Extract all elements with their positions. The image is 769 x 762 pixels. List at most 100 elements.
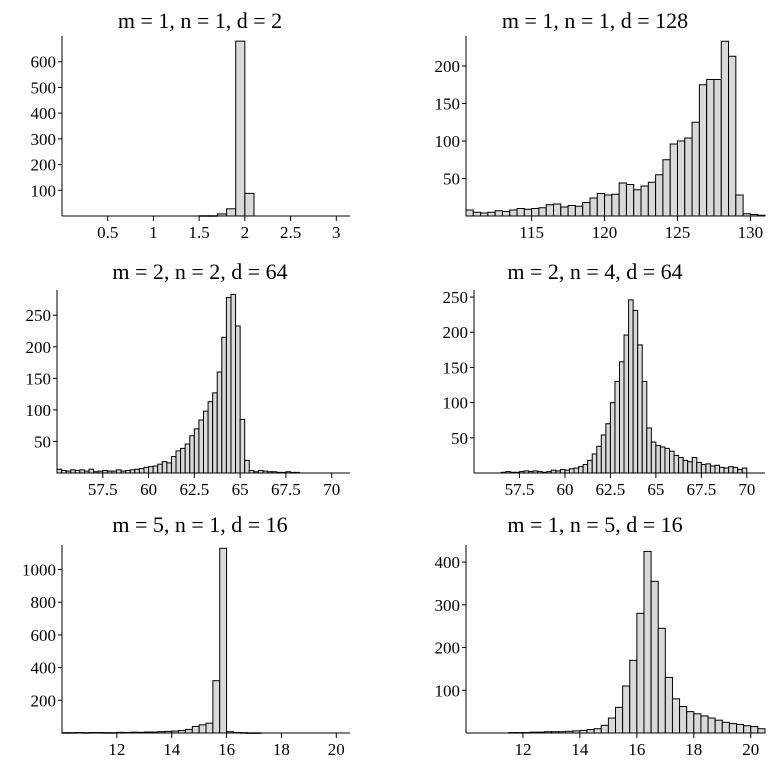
histogram-bar	[696, 461, 702, 474]
histogram-panel-2: m = 1, n = 1, d = 128 115 120 125 130 50 100 1…	[435, 8, 766, 242]
histogram-bar	[713, 79, 722, 217]
histogram-bar	[205, 722, 214, 734]
x-tick-label: 67.5	[271, 480, 301, 499]
histogram-bar	[684, 137, 693, 217]
histogram-bar	[184, 728, 193, 734]
x-tick-label: 18	[273, 740, 290, 759]
y-tick-label: 200	[26, 338, 52, 357]
x-tick-label: 115	[519, 223, 544, 242]
histogram-bar	[235, 40, 246, 217]
y-tick-label: 600	[31, 53, 57, 72]
x-tick-label: 0.5	[97, 223, 118, 242]
histogram-bar	[189, 435, 195, 474]
histogram-bar	[700, 715, 709, 734]
histogram-bar	[628, 299, 634, 474]
histogram-bar	[180, 447, 186, 474]
y-tick-label: 150	[435, 95, 461, 114]
histogram-bar	[735, 194, 744, 217]
histogram-panel-5: m = 5, n = 1, d = 16 12 14 16 18 20 200 400 600…	[22, 512, 350, 759]
histogram-bar	[582, 464, 589, 474]
x-tick-label: 67.5	[686, 480, 716, 499]
y-tick-label: 100	[31, 181, 57, 200]
histogram-bar	[679, 706, 688, 734]
x-tick-label: 125	[665, 223, 691, 242]
histogram-bar	[643, 550, 652, 734]
histogram-bar	[225, 297, 232, 474]
histogram-bar	[728, 723, 738, 734]
histogram-bar	[191, 725, 200, 734]
histogram-bar	[596, 445, 602, 474]
histogram-panel-1: m = 1, n = 1, d = 2 0.5 1 1.5 2 2.5 3 100 200 30…	[31, 8, 350, 242]
histogram-bar	[604, 194, 613, 217]
y-tick-label: 50	[443, 170, 460, 189]
histogram-bar	[709, 465, 716, 474]
histogram-bar	[750, 726, 759, 734]
histogram-bar	[244, 459, 250, 474]
y-tick-label: 400	[435, 553, 461, 572]
histogram-bar	[148, 466, 154, 474]
histogram-bar	[600, 724, 609, 734]
histogram-bar	[175, 450, 182, 474]
histogram-bar	[640, 185, 649, 217]
histogram-bar	[244, 192, 255, 217]
histogram-bar	[216, 371, 223, 474]
histogram-bar	[487, 211, 496, 217]
histogram-bar	[622, 685, 631, 734]
histogram-bar	[198, 724, 207, 734]
x-tick-label: 65	[647, 480, 664, 499]
histogram-bar	[161, 461, 168, 474]
histogram-bar	[193, 428, 200, 474]
y-tick-label: 150	[26, 369, 52, 388]
x-tick-label: 2	[241, 223, 250, 242]
y-tick-label: 200	[31, 691, 57, 710]
x-tick-label: 60	[556, 480, 573, 499]
histogram-bar	[650, 580, 659, 734]
histogram-bar	[235, 325, 241, 474]
y-tick-label: 600	[31, 626, 57, 645]
x-tick-label: 16	[218, 740, 235, 759]
histogram-bar	[662, 159, 671, 217]
histogram-bar	[721, 721, 730, 734]
histogram-bar	[207, 401, 214, 474]
histogram-bar	[705, 463, 711, 474]
x-tick-label: 20	[742, 740, 759, 759]
histogram-bar	[625, 184, 635, 217]
histogram-bar	[723, 467, 730, 474]
histogram-bar	[671, 698, 681, 734]
histogram-bar	[615, 706, 624, 734]
histogram-bar	[600, 434, 607, 474]
y-tick-label: 100	[443, 394, 469, 413]
histogram-bar	[632, 309, 639, 474]
histogram-bar	[574, 205, 584, 217]
y-tick-label: 500	[31, 78, 57, 97]
histogram-bar	[741, 467, 748, 474]
x-tick-label: 12	[514, 740, 531, 759]
x-tick-label: 14	[571, 740, 589, 759]
histogram-bar	[691, 121, 700, 217]
histogram-bar	[650, 441, 657, 474]
x-tick-label: 70	[323, 480, 340, 499]
histogram-bar	[732, 466, 739, 474]
histogram-bar	[682, 459, 689, 474]
histogram-panel-6: m = 1, n = 5, d = 16 12 14 16 18 20 100 200 300…	[435, 512, 766, 759]
histogram-bar	[226, 208, 237, 217]
histogram-bar	[578, 466, 584, 474]
chart-title: m = 2, n = 2, d = 64	[112, 259, 287, 284]
histogram-bar	[170, 456, 177, 474]
histogram-bar	[212, 680, 221, 734]
histogram-bar	[737, 468, 743, 474]
histogram-bar	[657, 627, 666, 734]
chart-title: m = 1, n = 5, d = 16	[507, 512, 682, 537]
histogram-bar	[56, 468, 63, 474]
histogram-bar	[221, 336, 227, 474]
x-tick-label: 1.5	[189, 223, 210, 242]
histogram-bar	[614, 381, 621, 474]
y-tick-label: 1000	[22, 561, 56, 580]
y-tick-label: 50	[34, 432, 51, 451]
histogram-bar	[700, 464, 707, 474]
y-tick-label: 100	[26, 401, 52, 420]
histogram-bar	[605, 423, 611, 474]
histogram-bar	[607, 717, 617, 734]
y-tick-label: 300	[435, 596, 461, 615]
